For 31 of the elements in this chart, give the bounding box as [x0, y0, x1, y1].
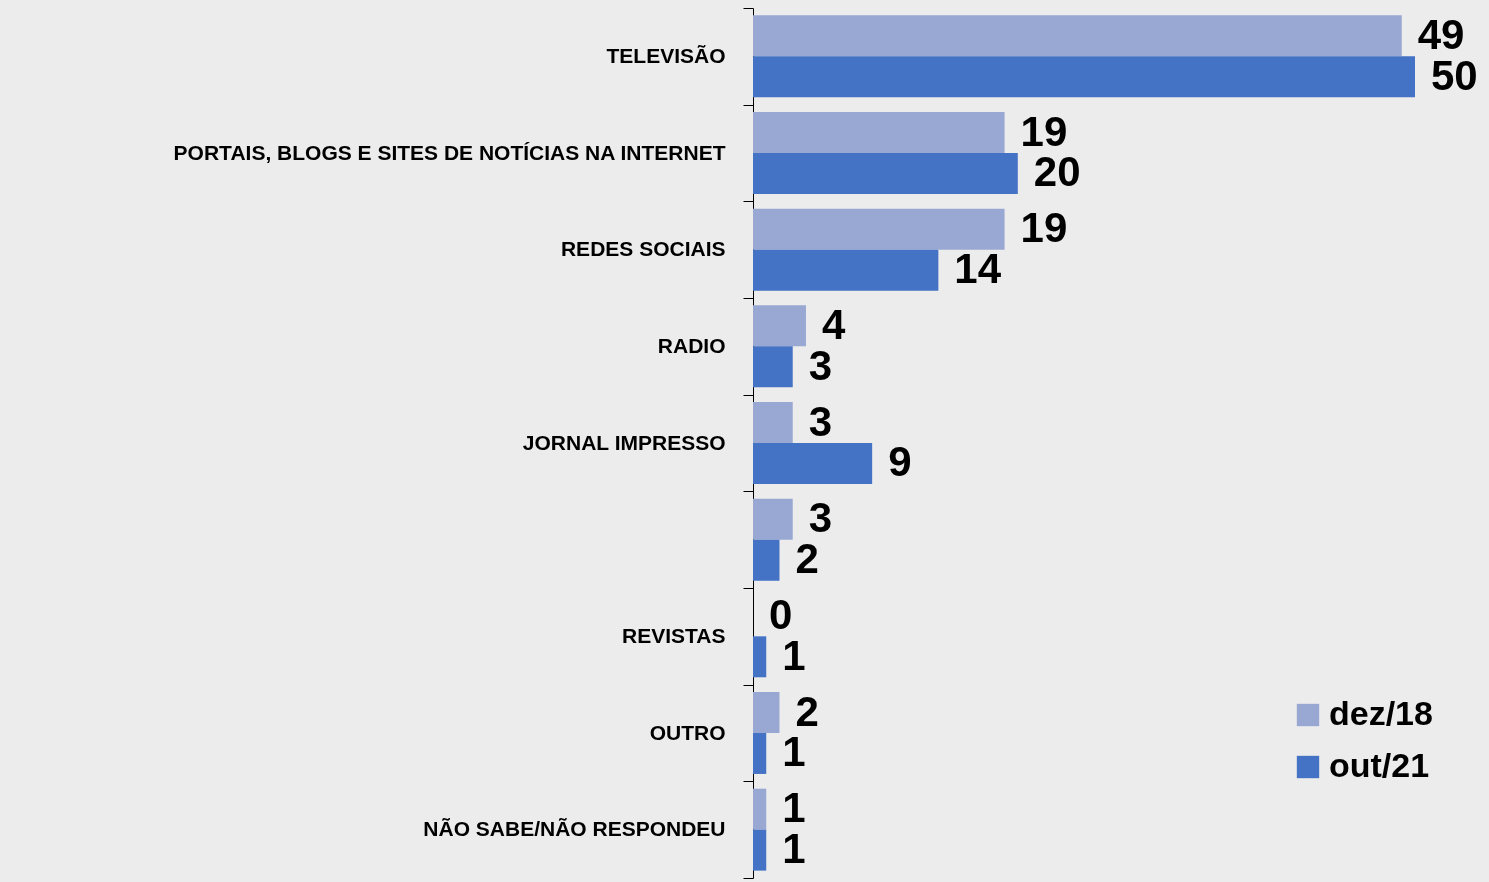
data-label: 9 — [888, 438, 912, 486]
legend-label: dez/18 — [1329, 694, 1433, 732]
data-label: 14 — [954, 245, 1002, 293]
y-tick-label: REVISTAS — [622, 623, 726, 647]
bar — [753, 249, 939, 291]
bar — [753, 692, 780, 733]
bar — [753, 636, 767, 678]
y-tick-label: OUTRO — [649, 720, 726, 744]
bar — [753, 112, 1005, 153]
bar — [753, 346, 793, 388]
bar — [753, 829, 767, 871]
y-tick-label: REDES SOCIAIS — [560, 237, 726, 261]
y-tick-label: JORNAL IMPRESSO — [522, 430, 726, 454]
bar — [753, 443, 873, 484]
legend-label: out/21 — [1329, 746, 1430, 784]
y-tick-label: TELEVISÃO — [606, 43, 726, 67]
data-label: 3 — [808, 397, 833, 445]
bar — [753, 733, 767, 774]
bar — [753, 153, 1018, 194]
bar — [753, 788, 767, 830]
bar — [753, 402, 793, 443]
bar — [753, 498, 793, 540]
bar — [753, 539, 780, 581]
bar — [753, 208, 1005, 250]
data-label: 19 — [1020, 204, 1068, 252]
bar — [753, 305, 806, 347]
bar — [753, 15, 1402, 57]
y-tick-label: PORTAIS, BLOGS E SITES DE NOTÍCIAS NA INTERNET — [173, 140, 726, 164]
y-tick-label: RADIO — [657, 333, 726, 357]
bar — [753, 56, 1415, 98]
y-tick-label: NÃO SABE/NÃO RESPONDEU — [423, 817, 726, 841]
